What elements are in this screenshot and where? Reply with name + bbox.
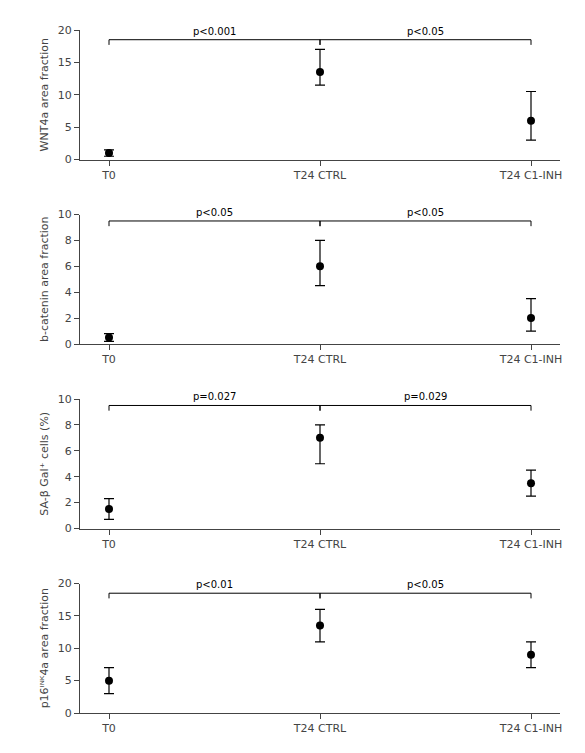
svg-text:b-catenin area fraction: b-catenin area fraction — [38, 216, 51, 342]
svg-text:T24 C1-INH: T24 C1-INH — [499, 169, 563, 182]
svg-text:6: 6 — [65, 445, 72, 458]
svg-text:4: 4 — [65, 471, 72, 484]
svg-text:T24 C1-INH: T24 C1-INH — [499, 722, 563, 735]
svg-text:p<0.05: p<0.05 — [407, 579, 444, 590]
svg-text:15: 15 — [58, 610, 72, 623]
svg-text:6: 6 — [65, 260, 72, 273]
svg-text:p=0.029: p=0.029 — [404, 391, 447, 402]
svg-text:20: 20 — [58, 577, 72, 590]
svg-text:8: 8 — [65, 234, 72, 247]
svg-text:10: 10 — [58, 208, 72, 221]
svg-text:10: 10 — [58, 393, 72, 406]
svg-text:p=0.027: p=0.027 — [193, 391, 236, 402]
svg-text:p<0.05: p<0.05 — [407, 26, 444, 37]
svg-text:T24 CTRL: T24 CTRL — [293, 722, 347, 735]
svg-text:T0: T0 — [101, 538, 116, 551]
svg-text:20: 20 — [58, 24, 72, 37]
svg-text:p<0.001: p<0.001 — [193, 26, 236, 37]
svg-text:0: 0 — [65, 707, 72, 720]
svg-text:0: 0 — [65, 153, 72, 166]
svg-text:T24 C1-INH: T24 C1-INH — [499, 353, 563, 366]
svg-text:p16ᴵᴺᴷ4a area fraction: p16ᴵᴺᴷ4a area fraction — [38, 588, 51, 708]
svg-text:T0: T0 — [101, 722, 116, 735]
svg-text:4: 4 — [65, 286, 72, 299]
svg-text:10: 10 — [58, 642, 72, 655]
svg-text:p<0.01: p<0.01 — [196, 579, 233, 590]
svg-text:p<0.05: p<0.05 — [196, 207, 233, 218]
svg-text:2: 2 — [65, 496, 72, 509]
svg-text:8: 8 — [65, 419, 72, 432]
svg-text:T24 CTRL: T24 CTRL — [293, 353, 347, 366]
svg-text:SA-β Gal⁺ cells (%): SA-β Gal⁺ cells (%) — [38, 412, 51, 516]
svg-text:T0: T0 — [101, 169, 116, 182]
svg-text:WNT4a area fraction: WNT4a area fraction — [38, 38, 51, 151]
svg-text:15: 15 — [58, 56, 72, 69]
svg-text:p<0.05: p<0.05 — [407, 207, 444, 218]
svg-text:T24 CTRL: T24 CTRL — [293, 169, 347, 182]
svg-text:T0: T0 — [101, 353, 116, 366]
svg-text:0: 0 — [65, 338, 72, 351]
svg-text:5: 5 — [65, 121, 72, 134]
svg-text:T24 CTRL: T24 CTRL — [293, 538, 347, 551]
svg-text:2: 2 — [65, 312, 72, 325]
svg-text:10: 10 — [58, 89, 72, 102]
svg-text:5: 5 — [65, 674, 72, 687]
svg-text:0: 0 — [65, 522, 72, 535]
svg-text:T24 C1-INH: T24 C1-INH — [499, 538, 563, 551]
